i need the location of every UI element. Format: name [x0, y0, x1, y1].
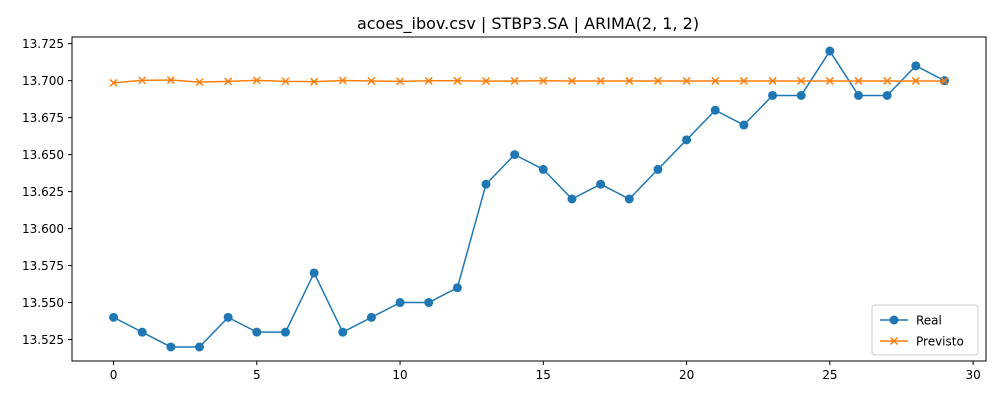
plot-area — [109, 46, 949, 352]
data-point-real — [309, 268, 319, 278]
data-point-previsto — [109, 78, 118, 87]
y-tick-label: 13.625 — [22, 185, 64, 199]
axes: 0 5 10 15 20 25 30 13.525 13.550 13.575 13.600 13.6… — [22, 36, 987, 382]
data-point-previsto — [625, 76, 634, 85]
data-point-real — [796, 90, 806, 100]
series-line-real — [113, 50, 945, 348]
legend-label: Real — [916, 314, 942, 328]
data-point-real — [223, 312, 233, 322]
data-point-real — [109, 312, 119, 322]
data-point-real — [481, 179, 491, 189]
data-point-real — [395, 298, 405, 308]
legend-label: Previsto — [916, 335, 964, 349]
data-point-previsto — [854, 76, 863, 85]
data-point-real — [538, 164, 548, 174]
data-point-previsto — [883, 76, 892, 85]
data-point-previsto — [453, 76, 462, 85]
data-point-previsto — [797, 76, 806, 85]
data-point-previsto — [224, 77, 233, 86]
data-point-previsto — [367, 76, 376, 85]
data-point-previsto — [481, 77, 491, 86]
data-point-previsto — [825, 76, 834, 85]
data-point-real — [624, 194, 634, 204]
x-tick-label: 0 — [110, 368, 118, 382]
series-line-previsto — [113, 79, 945, 84]
plot-frame — [71, 36, 987, 362]
data-point-previsto — [396, 77, 405, 86]
data-point-real — [195, 342, 205, 352]
data-point-previsto — [195, 78, 204, 87]
data-point-previsto — [653, 76, 662, 85]
data-point-previsto — [682, 76, 691, 85]
legend-item-previsto: Previsto — [880, 335, 964, 349]
data-point-real — [853, 90, 863, 100]
data-point-previsto — [252, 76, 261, 85]
y-tick-label: 13.525 — [22, 333, 64, 347]
legend-box — [871, 304, 979, 356]
chart-title: acoes_ibov.csv | STBP3.SA | ARIMA(2, 1, … — [357, 14, 699, 34]
x-tick-label: 20 — [679, 368, 694, 382]
data-point-previsto — [596, 76, 605, 85]
data-point-real — [166, 342, 176, 352]
y-tick-label: 13.575 — [22, 259, 64, 273]
data-point-previsto — [310, 77, 319, 86]
y-tick-label: 13.725 — [22, 37, 64, 51]
data-point-previsto — [739, 76, 748, 85]
legend-marker-circle — [889, 315, 899, 325]
data-point-real — [280, 327, 290, 337]
data-point-previsto — [539, 76, 548, 85]
x-tick-label: 15 — [536, 368, 551, 382]
y-tick-label: 13.550 — [22, 296, 64, 310]
data-point-real — [510, 150, 520, 160]
data-point-previsto — [911, 76, 920, 85]
data-point-real — [825, 46, 835, 56]
data-point-previsto — [711, 76, 720, 85]
data-point-previsto — [768, 76, 777, 85]
data-point-real — [137, 327, 147, 337]
data-point-real — [338, 327, 348, 337]
data-point-previsto — [940, 76, 949, 85]
data-point-real — [424, 298, 434, 308]
data-point-real — [682, 135, 692, 145]
data-point-previsto — [281, 77, 290, 86]
x-tick-label: 10 — [392, 368, 407, 382]
y-tick-label: 13.650 — [22, 148, 64, 162]
data-point-real — [596, 179, 606, 189]
data-point-real — [882, 90, 892, 100]
data-point-previsto — [567, 76, 577, 85]
data-point-previsto — [138, 76, 147, 85]
data-point-real — [710, 105, 720, 115]
data-point-previsto — [338, 76, 347, 85]
legend: Real Previsto — [871, 304, 979, 356]
data-point-real — [653, 164, 663, 174]
data-point-real — [452, 283, 462, 293]
legend-item-real: Real — [880, 314, 942, 328]
y-tick-label: 13.675 — [22, 111, 64, 125]
data-point-real — [366, 312, 376, 322]
data-point-previsto — [510, 76, 519, 85]
data-point-real — [252, 327, 262, 337]
data-point-real — [768, 90, 778, 100]
y-tick-label: 13.600 — [22, 222, 64, 236]
x-tick-label: 5 — [253, 368, 261, 382]
legend-marker-x — [889, 336, 899, 346]
x-tick-label: 25 — [822, 368, 837, 382]
data-point-real — [567, 194, 577, 204]
x-tick-label: 30 — [965, 368, 980, 382]
y-tick-label: 13.700 — [22, 74, 64, 88]
data-point-real — [911, 61, 921, 71]
data-point-previsto — [424, 76, 433, 85]
data-point-real — [739, 120, 749, 130]
data-point-previsto — [166, 76, 175, 85]
